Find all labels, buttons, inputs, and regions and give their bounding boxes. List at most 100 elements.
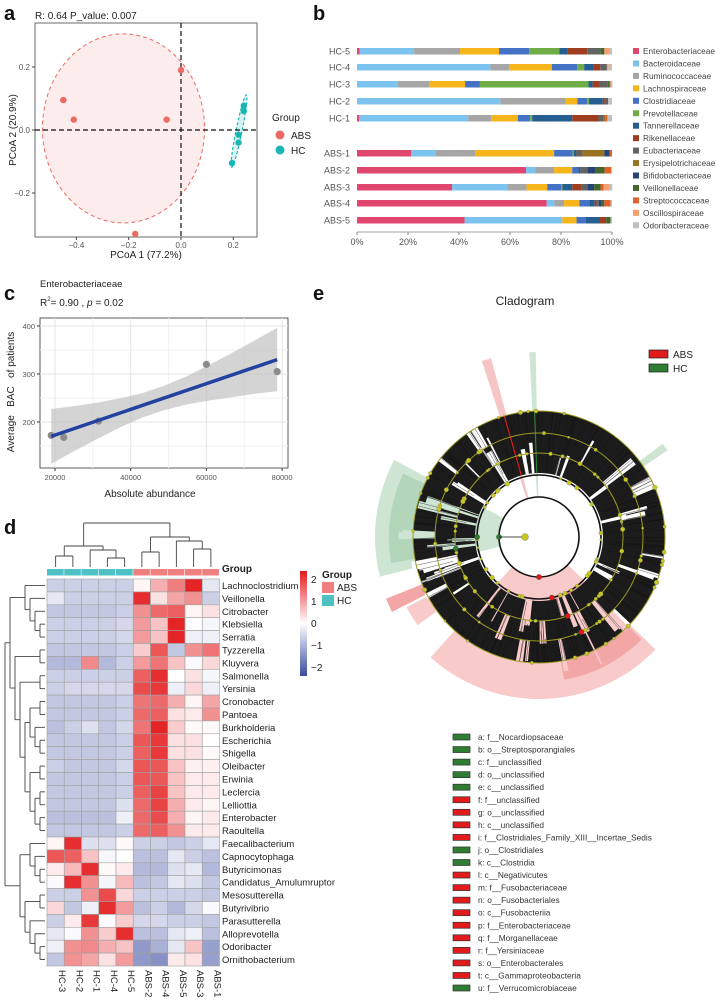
bar-segment-bacteroidaceae — [357, 64, 491, 71]
bar-segment-clostridiaceae — [577, 98, 588, 105]
heatmap-cell — [184, 772, 203, 786]
node — [494, 488, 500, 494]
heatmap-cell — [115, 888, 134, 902]
group-annotation-cell — [202, 569, 219, 576]
heatmap-cell — [132, 668, 151, 683]
bar-segment-enterobacteriaceae — [357, 217, 465, 224]
branch-line — [531, 411, 536, 465]
row-label: Yersinia — [222, 684, 256, 695]
heatmap-cell — [63, 785, 82, 799]
group-annotation-cell — [167, 569, 185, 576]
heatmap-cell — [81, 733, 100, 747]
legend-label: Ruminococcaceae — [643, 71, 712, 81]
branch-line — [416, 505, 476, 521]
legend-label: Bacteroidaceae — [643, 58, 701, 68]
bar-segment-bifidobacteriaceae — [598, 200, 602, 207]
branch-line — [574, 424, 596, 465]
bar-label: HC-4 — [329, 63, 350, 73]
ring-gap — [464, 462, 481, 478]
color-scale-tick-label: −1 — [311, 641, 323, 652]
heatmap-cell — [63, 797, 82, 812]
bar-segment-tannerellaceae — [578, 167, 581, 174]
bar-segment-lachnospiraceae — [564, 200, 580, 207]
bar-segment-lachnospiraceae — [554, 167, 573, 174]
heatmap-cell — [115, 720, 134, 735]
heatmap-cell — [46, 630, 65, 644]
bar-segment-eubacteriaceae — [604, 98, 609, 105]
node — [596, 593, 601, 598]
heatmap-cell — [184, 862, 203, 876]
branch-line — [558, 612, 571, 660]
bar-label: ABS-3 — [324, 183, 350, 193]
heatmap-cell — [98, 578, 117, 593]
branch-line — [557, 412, 562, 438]
bar-segment-enterobacteriaceae — [357, 200, 547, 207]
heatmap-cell — [115, 772, 134, 786]
heatmap-cell — [115, 707, 134, 722]
clade-legend-label: o: c__Fusobacteriia — [478, 908, 551, 918]
branch-line — [569, 598, 597, 650]
branch-line — [501, 622, 514, 658]
branch-line — [413, 522, 468, 530]
heatmap-cell — [46, 591, 65, 606]
bar-segment-eubacteriaceae — [587, 48, 601, 55]
clade-legend-swatch — [452, 821, 471, 829]
branch-line — [547, 609, 556, 662]
heatmap-cell — [201, 746, 220, 760]
legend-swatch — [633, 48, 639, 54]
x-tick-label: 0.2 — [228, 241, 240, 250]
branch-line — [572, 420, 587, 450]
legend-swatch — [633, 172, 639, 179]
branch-line — [557, 622, 566, 661]
heatmap-cell — [201, 772, 220, 786]
clade-legend-swatch — [452, 834, 471, 841]
heatmap-cell — [132, 888, 151, 902]
branch-line — [435, 465, 463, 486]
ring-gap — [620, 511, 646, 521]
node — [593, 560, 598, 564]
pcoa-plot: R: 0.64 P_value: 0.007 PCoA 1 (77.2%) PC… — [8, 11, 311, 261]
bar-segment-tannerellaceae — [584, 64, 594, 71]
column-label: ABS-1 — [211, 970, 222, 997]
bar-segment-prevotellaceae — [572, 150, 574, 157]
branch-line — [593, 434, 613, 461]
heatmap-cell — [132, 643, 151, 657]
branch-line — [416, 509, 444, 515]
heatmap-cell — [81, 681, 100, 696]
heatmap-cell — [115, 643, 134, 657]
clade-legend-label: f: f__unclassified — [478, 795, 540, 805]
clade-legend-label: p: f__Enterobacteriaceae — [478, 920, 571, 930]
heatmap-cell — [63, 772, 82, 786]
branch-line — [628, 574, 656, 585]
branch-line — [480, 611, 501, 649]
heatmap-cell — [150, 720, 169, 735]
heatmap-cell — [150, 862, 169, 876]
heatmap-cell — [132, 746, 151, 760]
pcoa-legend-title: Group — [272, 113, 300, 124]
node — [662, 524, 667, 529]
branch-line — [602, 549, 663, 564]
node — [476, 546, 480, 550]
branch-line — [459, 593, 492, 635]
branch-line — [428, 572, 476, 598]
heatmap-cell — [63, 875, 82, 889]
hc-branch — [534, 411, 538, 474]
data-point — [202, 360, 210, 368]
branch-line — [420, 562, 465, 580]
ring-gap — [459, 421, 483, 452]
ring-gap — [617, 563, 655, 580]
clade-legend-label: m: f__Fusobacteriaceae — [478, 883, 567, 893]
clade-legend-label: t: c__Gammaproteobacteria — [478, 970, 581, 980]
bar-segment-eubacteriaceae — [580, 167, 588, 174]
column-label: HC-5 — [125, 970, 136, 992]
branch-line — [609, 540, 665, 547]
clade-legend-swatch — [452, 946, 471, 954]
heatmap-cell — [98, 630, 117, 644]
clade-legend-swatch — [452, 859, 471, 866]
legend-swatch — [633, 60, 639, 67]
branch-line — [602, 580, 644, 608]
row-label: Burkholderia — [222, 723, 276, 734]
heatmap-cell — [63, 630, 82, 644]
branch-line — [422, 565, 466, 585]
branch-line — [579, 425, 599, 464]
